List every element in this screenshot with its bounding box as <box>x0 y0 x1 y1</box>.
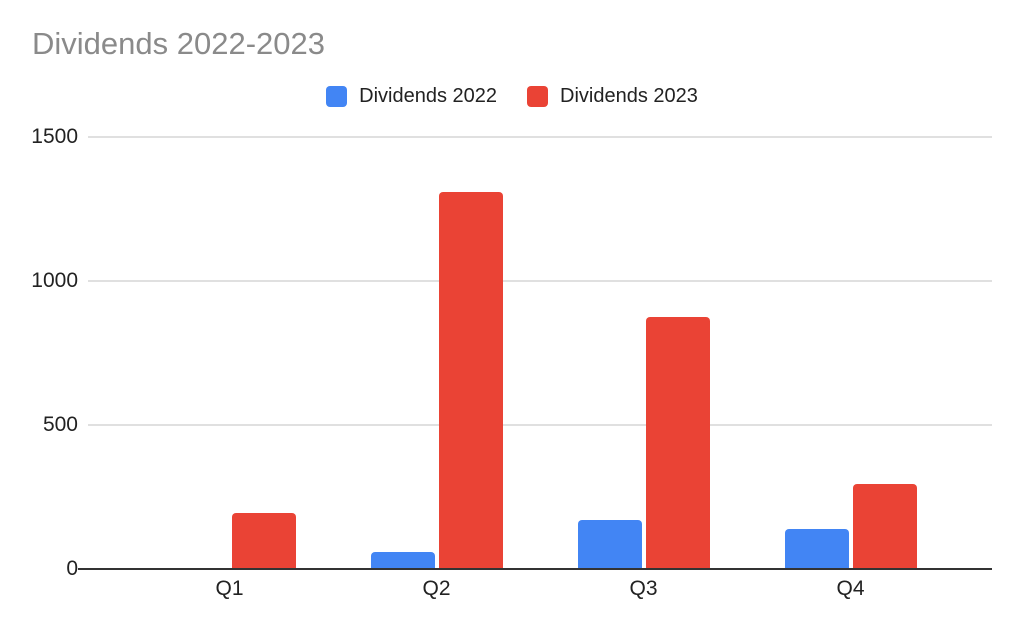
y-axis-label-1500: 1500 <box>31 125 78 148</box>
legend-label: Dividends 2022 <box>359 84 497 107</box>
x-axis-baseline <box>78 568 992 570</box>
bar-q2-dividends-2022 <box>370 552 435 568</box>
y-axis-label-500: 500 <box>42 413 78 436</box>
bar-q2-dividends-2023 <box>438 192 503 568</box>
bar-q4-dividends-2023 <box>852 484 917 568</box>
bar-q3-dividends-2023 <box>645 317 710 568</box>
y-axis-label-0: 0 <box>66 557 78 580</box>
bar-q1-dividends-2023 <box>231 513 296 568</box>
x-axis-label-q2: Q2 <box>422 577 451 600</box>
legend-swatch-icon <box>527 85 548 107</box>
gridline-1000 <box>88 280 992 282</box>
chart-legend: Dividends 2022 Dividends 2023 <box>0 84 1024 108</box>
x-axis-label-q1: Q1 <box>215 577 244 600</box>
bar-q4-dividends-2022 <box>784 529 849 568</box>
legend-item-dividends-2023: Dividends 2023 <box>527 85 698 108</box>
chart-title: Dividends 2022-2023 <box>32 26 325 61</box>
gridline-1500 <box>88 136 992 138</box>
legend-label: Dividends 2023 <box>560 84 698 107</box>
legend-swatch-icon <box>326 85 348 107</box>
bar-q3-dividends-2022 <box>577 520 642 568</box>
legend-item-dividends-2022: Dividends 2022 <box>326 85 497 108</box>
gridline-500 <box>88 424 992 426</box>
x-axis-label-q4: Q4 <box>836 577 865 600</box>
y-axis-label-1000: 1000 <box>31 269 78 292</box>
x-axis-label-q3: Q3 <box>629 577 658 600</box>
